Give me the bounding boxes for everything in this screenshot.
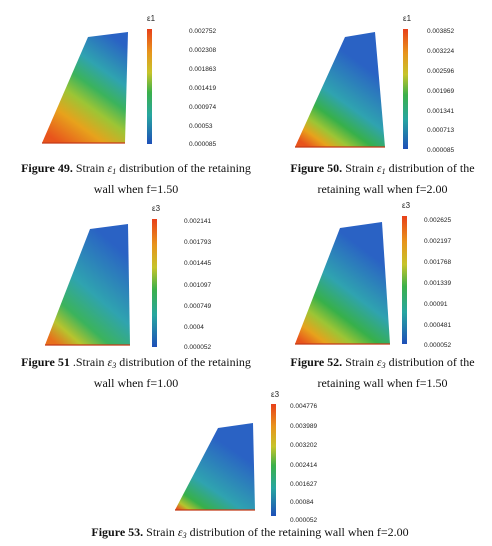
- tick-label: 0.002625: [424, 217, 451, 224]
- tick-label: 0.003202: [290, 442, 317, 449]
- figure-52-plot: ε3 0.002625 0.002197 0.001768 0.001339 0…: [290, 200, 490, 350]
- colorbar-ticks: 0.002752 0.002308 0.001863 0.001419 0.00…: [189, 28, 216, 148]
- tick-label: 0.00053: [189, 123, 213, 130]
- tick-label: 0.001419: [189, 85, 216, 92]
- colorbar-title: ε3: [402, 201, 411, 210]
- caption-text: Strain: [342, 161, 377, 175]
- figure-51-caption: Figure 51 .Strain ε3 distribution of the…: [10, 352, 262, 394]
- tick-label: 0.000713: [427, 127, 454, 134]
- strain-subscript: 3: [182, 531, 187, 540]
- caption-line-1: Figure 53. Strain ε3 distribution of the…: [40, 522, 460, 543]
- colorbar-title: ε3: [152, 204, 161, 213]
- strain-symbol: ε: [177, 525, 183, 539]
- strain-symbol: ε: [107, 161, 113, 175]
- caption-text: distribution of the retaining: [116, 161, 251, 175]
- colorbar-ticks: 0.003852 0.003224 0.002596 0.001969 0.00…: [427, 28, 454, 154]
- strain-subscript: 1: [112, 167, 117, 176]
- strain-symbol: ε: [107, 355, 113, 369]
- figure-49-caption: Figure 49. Strain ε1 distribution of the…: [10, 158, 262, 200]
- caption-line-1: Figure 52. Strain ε3 distribution of the: [275, 352, 490, 373]
- colorbar: [152, 219, 157, 347]
- tick-label: 0.000749: [184, 303, 211, 310]
- tick-label: 0.0004: [184, 324, 204, 331]
- tick-label: 0.001768: [424, 259, 451, 266]
- colorbar-title: ε1: [403, 14, 412, 23]
- figure-label: Figure 49.: [21, 161, 73, 175]
- strain-symbol: ε: [376, 355, 382, 369]
- figure-53-caption: Figure 53. Strain ε3 distribution of the…: [40, 522, 460, 543]
- colorbar: [403, 29, 408, 149]
- tick-label: 0.002197: [424, 238, 451, 245]
- tick-label: 0.001097: [184, 282, 211, 289]
- tick-label: 0.002596: [427, 68, 454, 75]
- figure-52-caption: Figure 52. Strain ε3 distribution of the…: [275, 352, 490, 394]
- tick-label: 0.000085: [189, 141, 216, 148]
- tick-label: 0.000052: [290, 517, 317, 524]
- figure-label: Figure 52.: [290, 355, 343, 369]
- tick-label: 0.004776: [290, 403, 317, 410]
- tick-label: 0.000052: [184, 344, 211, 351]
- colorbar-title: ε1: [147, 14, 156, 23]
- figure-49-plot: ε1 0.002752 0.002308 0.001863 0.001419 0…: [40, 14, 240, 155]
- figure-50-plot: ε1 0.003852 0.003224 0.002596 0.001969 0…: [290, 14, 490, 155]
- colorbar-ticks: 0.002141 0.001793 0.001445 0.001097 0.00…: [184, 218, 211, 351]
- retaining-wall-contour: [42, 32, 128, 143]
- caption-text: Strain: [72, 161, 108, 175]
- tick-label: 0.001445: [184, 260, 211, 267]
- tick-label: 0.001627: [290, 481, 317, 488]
- figure-label: Figure 51: [21, 355, 70, 369]
- tick-label: 0.000085: [427, 147, 454, 154]
- caption-line-1: Figure 50. Strain ε1 distribution of the: [275, 158, 490, 179]
- colorbar: [402, 216, 407, 344]
- tick-label: 0.001341: [427, 108, 454, 115]
- tick-label: 0.003989: [290, 423, 317, 430]
- strain-subscript: 1: [381, 167, 386, 176]
- caption-text: Strain: [342, 355, 377, 369]
- caption-text: distribution of the retaining wall when …: [186, 525, 409, 539]
- colorbar-ticks: 0.002625 0.002197 0.001768 0.001339 0.00…: [424, 217, 451, 349]
- caption-line-2: wall when f=1.00: [93, 376, 179, 390]
- caption-line-2: retaining wall when f=1.50: [317, 376, 448, 390]
- tick-label: 0.002141: [184, 218, 211, 225]
- caption-line-2: wall when f=1.50: [93, 182, 179, 196]
- figure-label: Figure 50.: [290, 161, 343, 175]
- retaining-wall-contour: [45, 224, 130, 345]
- tick-label: 0.003852: [427, 28, 454, 35]
- figure-50-caption: Figure 50. Strain ε1 distribution of the…: [275, 158, 490, 200]
- tick-label: 0.000481: [424, 322, 451, 329]
- strain-subscript: 3: [381, 361, 386, 370]
- caption-text: .Strain: [69, 355, 108, 369]
- tick-label: 0.000052: [424, 342, 451, 349]
- tick-label: 0.00091: [424, 301, 448, 308]
- tick-label: 0.001793: [184, 239, 211, 246]
- caption-line-1: Figure 49. Strain ε1 distribution of the…: [10, 158, 262, 179]
- caption-text: distribution of the: [385, 355, 475, 369]
- colorbar-title: ε3: [271, 390, 280, 399]
- retaining-wall-contour: [175, 423, 255, 510]
- colorbar-ticks: 0.004776 0.003989 0.003202 0.002414 0.00…: [290, 403, 317, 524]
- figure-label: Figure 53.: [91, 525, 144, 539]
- tick-label: 0.001339: [424, 280, 451, 287]
- tick-label: 0.001863: [189, 66, 216, 73]
- retaining-wall-contour: [295, 222, 390, 344]
- strain-symbol: ε: [376, 161, 382, 175]
- figure-53-plot: ε3 0.004776 0.003989 0.003202 0.002414 0…: [170, 390, 370, 524]
- tick-label: 0.002308: [189, 47, 216, 54]
- tick-label: 0.002414: [290, 462, 317, 469]
- caption-text: distribution of the: [385, 161, 475, 175]
- retaining-wall-contour: [295, 32, 385, 147]
- strain-subscript: 3: [112, 361, 117, 370]
- caption-text: distribution of the retaining: [116, 355, 251, 369]
- tick-label: 0.002752: [189, 28, 216, 35]
- tick-label: 0.003224: [427, 48, 454, 55]
- colorbar: [147, 29, 152, 144]
- caption-text: Strain: [143, 525, 178, 539]
- tick-label: 0.00084: [290, 499, 314, 506]
- figure-51-plot: ε3 0.002141 0.001793 0.001445 0.001097 0…: [40, 204, 240, 351]
- colorbar: [271, 404, 276, 516]
- caption-line-2: retaining wall when f=2.00: [317, 182, 448, 196]
- tick-label: 0.001969: [427, 88, 454, 95]
- caption-line-1: Figure 51 .Strain ε3 distribution of the…: [10, 352, 262, 373]
- tick-label: 0.000974: [189, 104, 216, 111]
